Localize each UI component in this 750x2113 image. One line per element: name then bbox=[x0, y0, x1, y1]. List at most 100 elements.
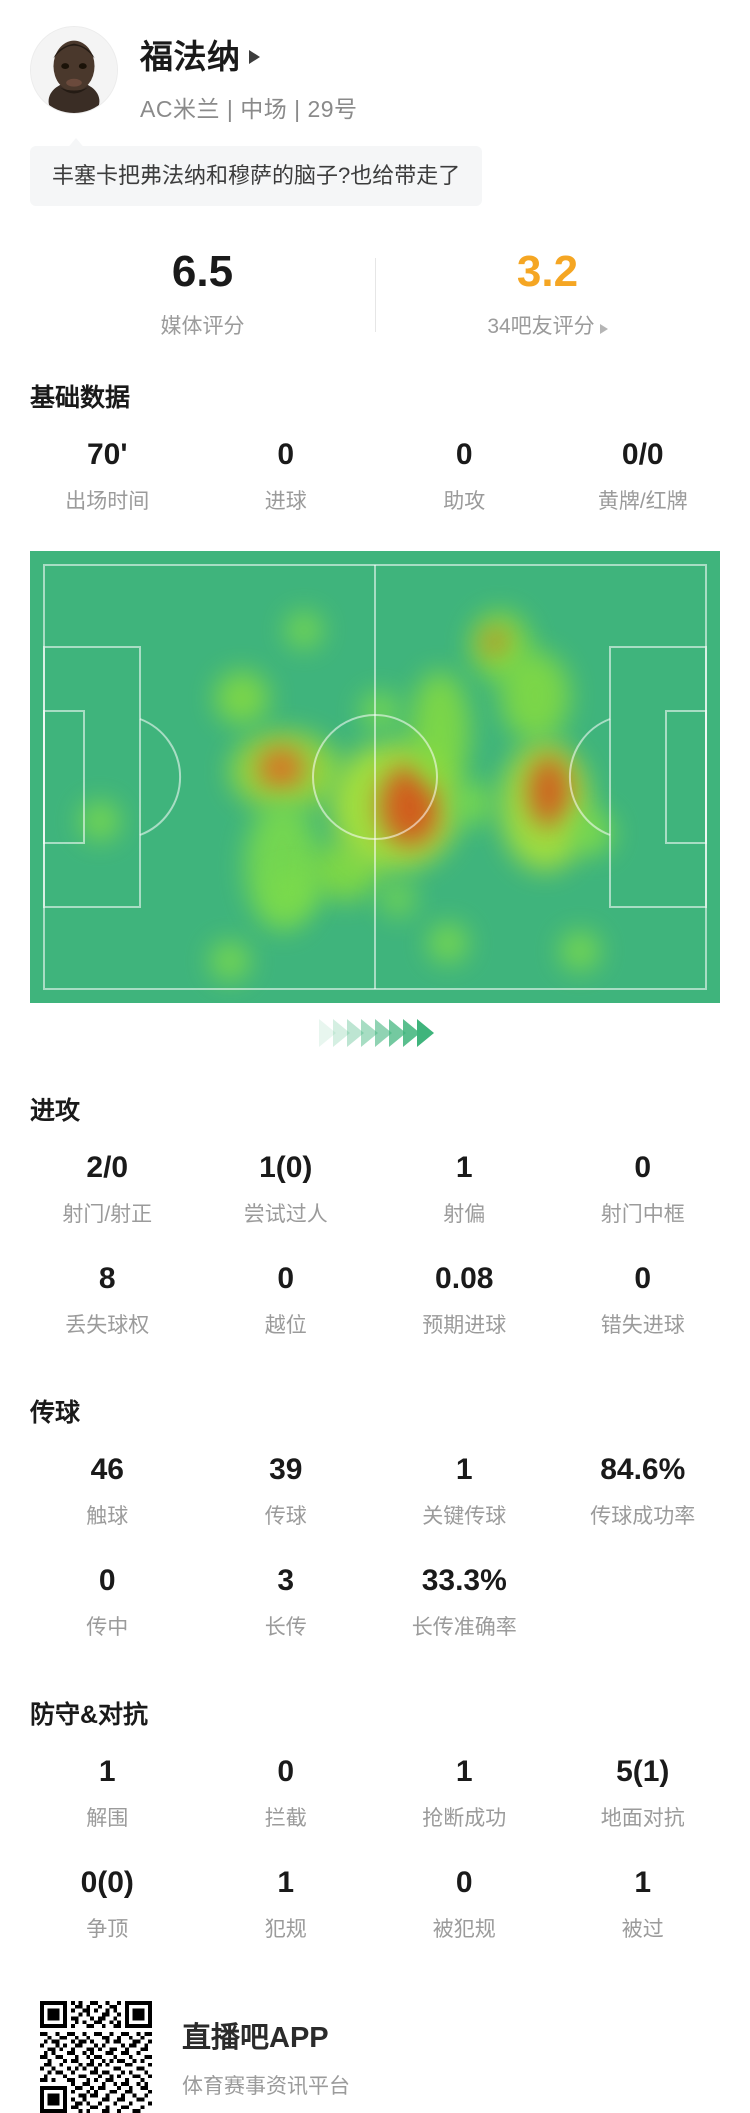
stat-cell: 3 长传 bbox=[197, 1540, 376, 1651]
heatmap-section bbox=[0, 525, 750, 1048]
stat-value: 0 bbox=[634, 1262, 652, 1296]
stat-grid-defence: 1 解围 0 拦截 1 抢断成功 5(1) 地面对抗 0(0) 争顶 1 犯规 … bbox=[0, 1731, 750, 1953]
stat-cell: 0(0) 争顶 bbox=[18, 1842, 197, 1953]
stat-cell: 1 被过 bbox=[554, 1842, 733, 1953]
stat-label: 传球成功率 bbox=[590, 1505, 696, 1529]
stat-label: 触球 bbox=[86, 1505, 129, 1529]
stat-label: 错失进球 bbox=[600, 1314, 685, 1338]
app-tagline: 体育赛事资讯平台 bbox=[182, 2075, 350, 2099]
rating-media-label-text: 媒体评分 bbox=[160, 315, 245, 339]
stat-label: 出场时间 bbox=[65, 490, 150, 514]
stat-cell: 1 犯规 bbox=[197, 1842, 376, 1953]
rating-fans[interactable]: 3.2 34吧友评分 bbox=[375, 250, 720, 340]
player-name: 福法纳 bbox=[140, 38, 241, 75]
stat-value: 8 bbox=[98, 1262, 116, 1296]
stat-label: 被犯规 bbox=[432, 1918, 496, 1942]
player-name-row[interactable]: 福法纳 bbox=[140, 30, 358, 78]
chevron-icon bbox=[333, 1019, 350, 1048]
stat-label: 传中 bbox=[86, 1616, 129, 1640]
player-header: 福法纳 AC米兰 | 中场 | 29号 bbox=[0, 0, 750, 124]
stat-cell: 0/0 黄牌/红牌 bbox=[554, 414, 733, 525]
stat-label: 争顶 bbox=[86, 1918, 129, 1942]
stat-cell: 70' 出场时间 bbox=[18, 414, 197, 525]
stat-cell: 84.6% 传球成功率 bbox=[554, 1429, 733, 1540]
stat-cell: 1(0) 尝试过人 bbox=[197, 1127, 376, 1238]
stat-cell: 5(1) 地面对抗 bbox=[554, 1731, 733, 1842]
stat-value: 39 bbox=[269, 1453, 303, 1487]
chevron-icon bbox=[361, 1019, 378, 1048]
chevron-right-icon bbox=[248, 50, 260, 64]
player-identity: 福法纳 AC米兰 | 中场 | 29号 bbox=[140, 26, 358, 124]
stat-grid-attack: 2/0 射门/射正 1(0) 尝试过人 1 射偏 0 射门中框 8 丢失球权 0… bbox=[0, 1127, 750, 1349]
heatmap-overlay bbox=[30, 551, 720, 1003]
comment-bubble[interactable]: 丰塞卡把弗法纳和穆萨的脑子?也给带走了 bbox=[30, 146, 483, 207]
chevron-icon bbox=[389, 1019, 406, 1048]
app-footer: 直播吧APP 体育赛事资讯平台 bbox=[0, 1971, 750, 2113]
player-meta: AC米兰 | 中场 | 29号 bbox=[140, 96, 358, 122]
chevron-icon bbox=[375, 1019, 392, 1048]
rating-media: 6.5 媒体评分 bbox=[30, 250, 375, 340]
stat-label: 进球 bbox=[264, 490, 307, 514]
stat-value: 0(0) bbox=[80, 1866, 134, 1900]
stat-cell: 0 传中 bbox=[18, 1540, 197, 1651]
stat-value: 1(0) bbox=[259, 1151, 313, 1185]
stat-cell: 0 越位 bbox=[197, 1238, 376, 1349]
stat-cell: 46 触球 bbox=[18, 1429, 197, 1540]
stat-label: 尝试过人 bbox=[243, 1203, 328, 1227]
stat-value: 1 bbox=[455, 1453, 473, 1487]
stat-value: 1 bbox=[98, 1755, 116, 1789]
bubble-tail-icon bbox=[66, 138, 86, 150]
stat-cell: 1 抢断成功 bbox=[375, 1731, 554, 1842]
rating-media-value: 6.5 bbox=[171, 247, 234, 297]
stat-label: 丢失球权 bbox=[65, 1314, 150, 1338]
stat-grid-passing: 46 触球 39 传球 1 关键传球 84.6% 传球成功率 0 传中 3 长传… bbox=[0, 1429, 750, 1651]
stat-cell: 1 射偏 bbox=[375, 1127, 554, 1238]
stat-cell: 1 解围 bbox=[18, 1731, 197, 1842]
stat-label: 犯规 bbox=[264, 1918, 307, 1942]
ratings-row: 6.5 媒体评分 3.2 34吧友评分 bbox=[0, 250, 750, 340]
stat-value: 0 bbox=[277, 1262, 295, 1296]
stat-cell: 0 拦截 bbox=[197, 1731, 376, 1842]
stat-label: 射门/射正 bbox=[62, 1203, 153, 1227]
stat-cell: 0 进球 bbox=[197, 414, 376, 525]
stat-value: 1 bbox=[455, 1755, 473, 1789]
stat-value: 2/0 bbox=[86, 1151, 129, 1185]
pitch-lines-icon bbox=[43, 564, 707, 991]
stat-label: 黄牌/红牌 bbox=[597, 490, 688, 514]
stat-cell: 0.08 预期进球 bbox=[375, 1238, 554, 1349]
chevron-icon bbox=[347, 1019, 364, 1048]
chevron-icon bbox=[417, 1019, 434, 1048]
stat-value: 0/0 bbox=[621, 438, 664, 472]
stat-value: 3 bbox=[277, 1564, 295, 1598]
stat-value: 1 bbox=[455, 1151, 473, 1185]
stat-cell: 1 关键传球 bbox=[375, 1429, 554, 1540]
comment-bubble-wrap: 丰塞卡把弗法纳和穆萨的脑子?也给带走了 bbox=[0, 124, 750, 207]
rating-media-label: 媒体评分 bbox=[30, 310, 375, 340]
section-title-defence: 防守&对抗 bbox=[30, 1701, 149, 1730]
stat-label: 关键传球 bbox=[422, 1505, 507, 1529]
stat-cell: 0 错失进球 bbox=[554, 1238, 733, 1349]
stat-value: 70' bbox=[86, 438, 128, 472]
section-title-attack: 进攻 bbox=[30, 1097, 81, 1126]
stat-cell: 2/0 射门/射正 bbox=[18, 1127, 197, 1238]
stat-cell: 39 传球 bbox=[197, 1429, 376, 1540]
qr-code-icon[interactable] bbox=[40, 2001, 152, 2113]
rating-fans-value: 3.2 bbox=[516, 247, 579, 297]
stat-value: 0 bbox=[277, 438, 295, 472]
stat-value: 33.3% bbox=[421, 1564, 507, 1598]
stat-value: 46 bbox=[90, 1453, 124, 1487]
stat-label: 长传准确率 bbox=[411, 1616, 517, 1640]
rating-fans-label-text: 34吧友评分 bbox=[487, 315, 595, 339]
stat-value: 0.08 bbox=[435, 1262, 494, 1296]
attack-direction-arrows bbox=[30, 1019, 720, 1048]
chevron-icon bbox=[319, 1019, 336, 1048]
stat-value: 5(1) bbox=[616, 1755, 670, 1789]
rating-fans-label: 34吧友评分 bbox=[375, 310, 720, 340]
heatmap-pitch[interactable] bbox=[30, 551, 720, 1004]
stat-grid-basic: 70' 出场时间 0 进球 0 助攻 0/0 黄牌/红牌 bbox=[0, 414, 750, 525]
stat-value: 0 bbox=[277, 1755, 295, 1789]
stat-label: 解围 bbox=[86, 1807, 129, 1831]
avatar[interactable] bbox=[30, 26, 118, 114]
stat-cell: 8 丢失球权 bbox=[18, 1238, 197, 1349]
player-portrait-icon bbox=[31, 27, 117, 113]
